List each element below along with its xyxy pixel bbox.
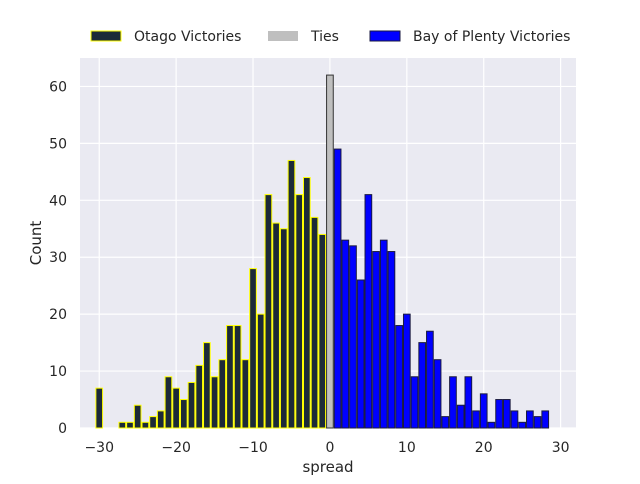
legend-label: Bay of Plenty Victories (413, 29, 570, 45)
bar (441, 416, 450, 429)
bar (487, 421, 496, 429)
legend-swatch (369, 30, 401, 42)
bar (133, 404, 142, 429)
bar (226, 325, 234, 429)
bar (172, 387, 180, 429)
legend-label: Ties (310, 29, 339, 45)
bar (433, 359, 442, 429)
bar (372, 251, 380, 429)
y-tick-label: 10 (49, 364, 67, 380)
bar (241, 359, 250, 429)
bars (95, 74, 550, 429)
x-tick-label: −30 (84, 440, 114, 456)
bar (395, 325, 403, 429)
bar (310, 216, 319, 429)
bar (256, 313, 265, 429)
bar (164, 376, 173, 429)
bar (272, 222, 280, 429)
bar (518, 421, 527, 429)
x-tick-label: 0 (325, 440, 334, 456)
bar (187, 381, 196, 429)
x-tick-label: −10 (238, 440, 268, 456)
bar (526, 410, 534, 429)
bar (464, 376, 473, 429)
bar (533, 416, 542, 429)
bar (118, 421, 127, 429)
bar (479, 393, 488, 429)
bar (195, 364, 204, 429)
bar (156, 410, 165, 429)
y-tick-label: 60 (49, 79, 67, 95)
y-tick-label: 40 (49, 193, 67, 209)
legend-swatch (90, 30, 122, 42)
bar (502, 399, 511, 429)
y-tick-label: 20 (49, 307, 67, 323)
bar (126, 421, 134, 429)
legend-label: Otago Victories (134, 29, 241, 45)
x-tick-label: 30 (552, 440, 570, 456)
bar (303, 177, 311, 429)
bar (449, 376, 457, 429)
y-tick-label: 0 (58, 421, 67, 437)
bar (341, 239, 350, 429)
bar (264, 194, 273, 429)
bar (402, 313, 411, 429)
bar (249, 268, 257, 429)
y-tick-label: 30 (49, 250, 67, 266)
bar (418, 342, 427, 429)
x-axis-label: spread (302, 458, 353, 476)
bar (210, 376, 219, 429)
bar (356, 279, 365, 429)
bar (495, 399, 503, 429)
bar (410, 376, 419, 429)
legend: Otago Victories Ties Bay of Plenty Victori… (90, 29, 570, 45)
y-axis-label: Count (27, 221, 45, 266)
bar (203, 342, 211, 429)
bar (456, 404, 465, 429)
y-axis-ticks: 0 10 20 30 40 50 60 (49, 79, 67, 437)
x-tick-label: 10 (398, 440, 416, 456)
legend-swatch (268, 31, 298, 41)
bar (318, 233, 327, 429)
bar (295, 194, 304, 429)
bar (426, 330, 434, 429)
bar (387, 251, 396, 429)
bar (472, 410, 480, 429)
y-tick-label: 50 (49, 136, 67, 152)
x-axis-ticks: −30 −20 −10 0 10 20 30 (84, 440, 569, 456)
x-tick-label: −20 (161, 440, 191, 456)
bar (510, 410, 519, 429)
bar (141, 421, 150, 429)
bar (95, 387, 104, 429)
bar (149, 416, 157, 429)
bar (218, 359, 227, 429)
bar (179, 399, 188, 429)
bar (364, 194, 373, 429)
x-tick-label: 20 (475, 440, 493, 456)
bar (333, 148, 342, 429)
bar (233, 325, 242, 429)
bar (541, 410, 550, 429)
bar (379, 239, 388, 429)
bar (279, 228, 288, 429)
bar (326, 74, 334, 429)
bar (349, 245, 357, 429)
bar (287, 159, 296, 429)
